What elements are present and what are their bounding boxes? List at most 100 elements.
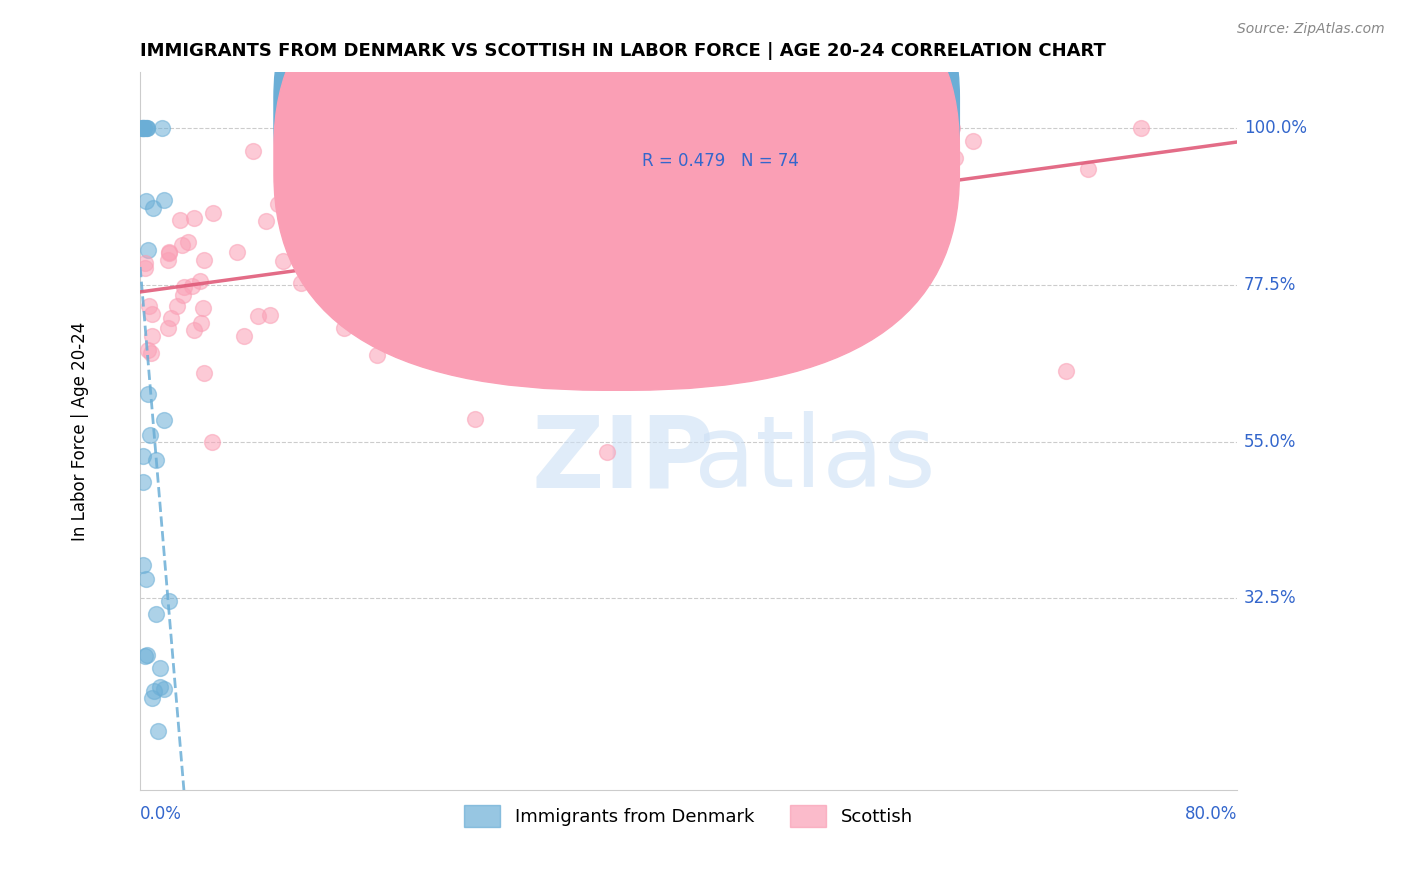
Text: R = 0.018   N = 32: R = 0.018 N = 32 — [643, 103, 800, 121]
Scottish — [188, 274, 211, 288]
Scottish — [496, 175, 519, 189]
Immigrants from Denmark — [136, 648, 159, 662]
Text: 77.5%: 77.5% — [1244, 276, 1296, 293]
Immigrants from Denmark — [132, 121, 155, 136]
Scottish — [517, 179, 540, 194]
Text: 100.0%: 100.0% — [1244, 120, 1306, 137]
Scottish — [662, 233, 685, 247]
Text: atlas: atlas — [693, 411, 935, 508]
Scottish — [176, 235, 198, 249]
Immigrants from Denmark — [132, 121, 155, 136]
Immigrants from Denmark — [146, 723, 169, 738]
Scottish — [141, 329, 163, 343]
Scottish — [202, 206, 225, 220]
Immigrants from Denmark — [135, 572, 157, 586]
Text: 55.0%: 55.0% — [1244, 433, 1296, 450]
Text: ZIP: ZIP — [531, 411, 714, 508]
Scottish — [138, 299, 160, 313]
Immigrants from Denmark — [132, 475, 155, 489]
Immigrants from Denmark — [132, 558, 155, 573]
Scottish — [259, 308, 281, 322]
Scottish — [747, 149, 769, 163]
Scottish — [193, 301, 215, 315]
Scottish — [290, 277, 312, 291]
Scottish — [333, 321, 356, 335]
Immigrants from Denmark — [153, 413, 176, 427]
Immigrants from Denmark — [149, 661, 172, 675]
Scottish — [941, 121, 963, 136]
Immigrants from Denmark — [132, 449, 155, 463]
Scottish — [546, 279, 568, 293]
Scottish — [172, 238, 194, 252]
Text: 0.0%: 0.0% — [141, 805, 181, 823]
Scottish — [157, 245, 180, 260]
Immigrants from Denmark — [153, 681, 176, 696]
Immigrants from Denmark — [135, 121, 157, 136]
Immigrants from Denmark — [135, 121, 157, 136]
Legend: Immigrants from Denmark, Scottish: Immigrants from Denmark, Scottish — [457, 798, 920, 835]
Scottish — [366, 255, 388, 269]
Scottish — [943, 151, 966, 165]
Immigrants from Denmark — [142, 202, 165, 216]
Immigrants from Denmark — [131, 121, 153, 136]
Scottish — [384, 201, 406, 215]
Text: Source: ZipAtlas.com: Source: ZipAtlas.com — [1237, 22, 1385, 37]
Scottish — [242, 144, 264, 158]
Scottish — [183, 323, 205, 337]
Scottish — [315, 194, 337, 209]
Scottish — [366, 182, 388, 196]
Text: In Labor Force | Age 20-24: In Labor Force | Age 20-24 — [70, 321, 89, 541]
Scottish — [596, 445, 619, 459]
Scottish — [190, 316, 212, 330]
Scottish — [157, 245, 180, 260]
Scottish — [169, 213, 191, 227]
Scottish — [759, 169, 782, 183]
Immigrants from Denmark — [136, 243, 159, 257]
Scottish — [156, 252, 179, 267]
Immigrants from Denmark — [131, 121, 153, 136]
Scottish — [181, 279, 204, 293]
FancyBboxPatch shape — [274, 0, 959, 391]
Scottish — [382, 211, 405, 226]
Scottish — [267, 196, 290, 211]
Scottish — [405, 275, 427, 289]
Scottish — [543, 268, 565, 282]
Scottish — [1077, 161, 1099, 176]
Text: 80.0%: 80.0% — [1184, 805, 1237, 823]
Scottish — [640, 242, 662, 256]
Scottish — [134, 261, 156, 276]
Scottish — [193, 366, 215, 380]
Scottish — [366, 348, 388, 362]
Scottish — [141, 307, 163, 321]
Immigrants from Denmark — [153, 193, 176, 207]
Scottish — [273, 253, 295, 268]
Scottish — [136, 343, 159, 357]
Immigrants from Denmark — [157, 594, 180, 608]
Immigrants from Denmark — [149, 680, 172, 694]
Scottish — [389, 256, 412, 270]
Scottish — [778, 127, 800, 141]
FancyBboxPatch shape — [579, 83, 897, 194]
Scottish — [226, 244, 249, 259]
Scottish — [356, 219, 378, 234]
Scottish — [436, 211, 458, 226]
Scottish — [627, 161, 650, 176]
Scottish — [520, 152, 543, 166]
FancyBboxPatch shape — [274, 0, 959, 342]
Immigrants from Denmark — [150, 121, 173, 136]
Scottish — [193, 253, 215, 268]
Scottish — [141, 346, 163, 360]
Immigrants from Denmark — [136, 387, 159, 401]
Scottish — [232, 328, 254, 343]
Scottish — [464, 412, 486, 426]
Scottish — [688, 187, 710, 202]
Immigrants from Denmark — [145, 452, 167, 467]
Text: 32.5%: 32.5% — [1244, 590, 1296, 607]
Scottish — [962, 134, 984, 148]
Scottish — [385, 260, 408, 275]
Immigrants from Denmark — [141, 690, 163, 705]
Scottish — [492, 215, 515, 229]
Scottish — [254, 214, 277, 228]
Immigrants from Denmark — [131, 121, 153, 136]
Scottish — [755, 243, 778, 257]
